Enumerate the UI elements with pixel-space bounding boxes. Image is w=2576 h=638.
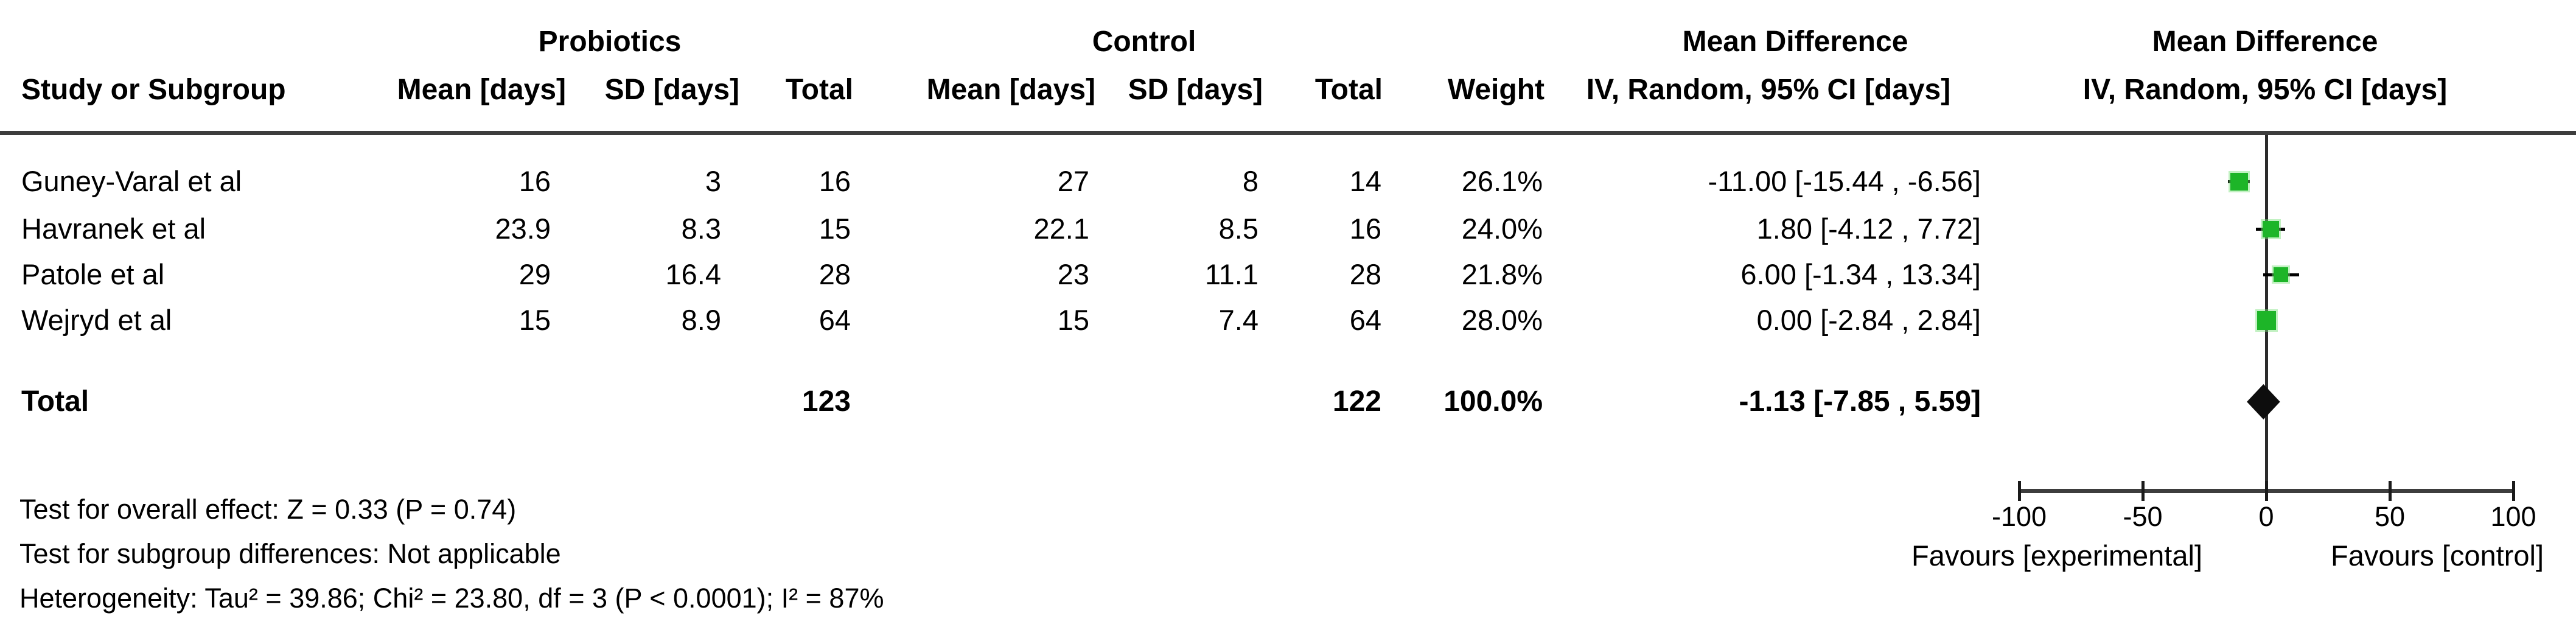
study-name: Wejryd et al [21,304,172,336]
col-header-ci-text: IV, Random, 95% CI [days] [1586,74,1951,106]
subgroup-note: Test for subgroup differences: Not appli… [19,538,561,569]
overall-effect-note: Test for overall effect: Z = 0.33 (P = 0… [19,494,517,525]
control-sd: 7.4 [1218,304,1258,336]
axis-tick [2389,481,2392,501]
probiotics-total: 123 [801,385,851,418]
col-header-probiotics-total: Total [785,74,853,106]
weight: 26.1% [1461,165,1543,197]
probiotics-sd: 3 [705,165,721,197]
col-header-control-total: Total [1314,74,1383,106]
control-sd: 8.5 [1218,212,1258,245]
control-mean: 15 [1057,304,1089,336]
probiotics-mean: 16 [518,165,551,197]
axis-tick [2018,481,2021,501]
axis-tick-label: -100 [1991,501,2047,532]
control-total: 14 [1349,165,1381,197]
axis-tick-label: 0 [2258,501,2274,532]
col-header-probiotics-sd: SD [days] [604,74,739,106]
ci-estimate: 1.80 [-4.12 , 7.72] [1756,212,1981,245]
study-marker [2262,220,2279,237]
study-name: Havranek et al [21,212,206,245]
control-mean: 22.1 [1033,212,1089,245]
header-divider [0,131,2576,135]
axis-tick-label: 50 [2374,501,2406,532]
study-name: Total [21,385,89,418]
col-header-weight: Weight [1447,74,1545,106]
probiotics-sd: 8.3 [681,212,721,245]
group-header-probiotics: Probiotics [538,26,682,58]
col-header-ci-plot: IV, Random, 95% CI [days] [2082,74,2448,106]
axis-tick [2265,481,2268,501]
col-header-control-sd: SD [days] [1128,74,1263,106]
control-total: 122 [1332,385,1381,418]
weight: 21.8% [1461,258,1543,290]
col-header-probiotics-mean: Mean [days] [397,74,566,106]
axis-tick-label: -50 [2123,501,2163,532]
ci-estimate: 6.00 [-1.34 , 13.34] [1740,258,1981,290]
ci-estimate: -1.13 [-7.85 , 5.59] [1739,385,1981,418]
probiotics-sd: 16.4 [665,258,721,290]
study-name: Patole et al [21,258,165,290]
control-total: 64 [1349,304,1381,336]
group-header-mean-difference-text: Mean Difference [1682,26,1908,58]
control-sd: 11.1 [1205,258,1258,290]
control-sd: 8 [1242,165,1258,197]
probiotics-total: 15 [819,212,851,245]
axis-tick [2512,481,2515,501]
col-header-study: Study or Subgroup [21,74,286,106]
probiotics-total: 64 [819,304,851,336]
weight: 28.0% [1461,304,1543,336]
axis-tick [2141,481,2145,501]
ci-estimate: 0.00 [-2.84 , 2.84] [1756,304,1981,336]
favours-experimental-label: Favours [experimental] [1911,539,2203,572]
control-mean: 23 [1057,258,1089,290]
control-total: 16 [1349,212,1381,245]
heterogeneity-note: Heterogeneity: Tau² = 39.86; Chi² = 23.8… [19,583,884,614]
probiotics-sd: 8.9 [681,304,721,336]
control-mean: 27 [1057,165,1089,197]
study-marker [2257,310,2276,330]
weight: 24.0% [1461,212,1543,245]
study-name: Guney-Varal et al [21,165,242,197]
group-header-mean-difference-plot: Mean Difference [2152,26,2378,58]
weight: 100.0% [1443,385,1543,418]
axis-tick-label: 100 [2490,501,2536,532]
group-header-control: Control [1092,26,1196,58]
summary-diamond [2247,384,2280,419]
probiotics-mean: 29 [518,258,551,290]
probiotics-total: 16 [819,165,851,197]
favours-control-label: Favours [control] [2330,539,2544,572]
study-marker [2274,267,2289,282]
study-marker [2230,172,2248,191]
control-total: 28 [1349,258,1381,290]
probiotics-mean: 15 [518,304,551,336]
probiotics-mean: 23.9 [495,212,551,245]
col-header-control-mean: Mean [days] [926,74,1095,106]
ci-estimate: -11.00 [-15.44 , -6.56] [1708,165,1981,197]
probiotics-total: 28 [819,258,851,290]
